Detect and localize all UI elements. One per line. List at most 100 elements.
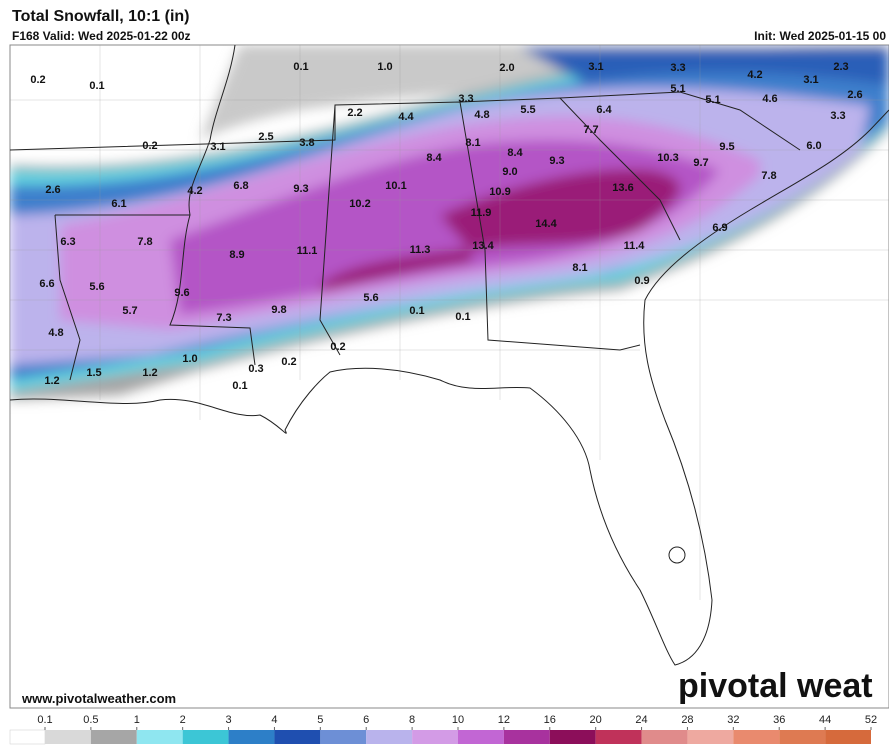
snow-label: 0.9 bbox=[634, 275, 649, 287]
snow-label: 4.6 bbox=[762, 93, 777, 105]
legend-tick-label: 20 bbox=[590, 714, 602, 726]
legend-tick-label: 16 bbox=[544, 714, 556, 726]
snow-label: 8.4 bbox=[426, 152, 442, 164]
legend-swatch bbox=[825, 730, 871, 744]
snow-label: 5.6 bbox=[363, 292, 378, 304]
lake bbox=[668, 546, 686, 564]
legend-tick-label: 0.5 bbox=[83, 714, 98, 726]
legend-tick-label: 32 bbox=[727, 714, 739, 726]
snow-label: 7.8 bbox=[761, 170, 776, 182]
snow-label: 2.0 bbox=[499, 62, 514, 74]
snow-label: 2.6 bbox=[847, 89, 862, 101]
snow-label: 11.1 bbox=[297, 245, 318, 257]
snow-label: 6.4 bbox=[596, 104, 612, 116]
legend-swatch bbox=[412, 730, 458, 744]
snow-label: 8.1 bbox=[465, 137, 480, 149]
snow-label: 13.4 bbox=[472, 240, 494, 252]
snow-label: 2.3 bbox=[833, 61, 848, 73]
snow-label: 3.1 bbox=[210, 141, 225, 153]
legend-tick-label: 52 bbox=[865, 714, 877, 726]
snow-label: 0.2 bbox=[281, 356, 296, 368]
legend-swatch bbox=[595, 730, 642, 744]
snow-label: 7.7 bbox=[583, 124, 598, 136]
snow-label: 0.1 bbox=[293, 61, 308, 73]
snow-label: 13.6 bbox=[612, 182, 633, 194]
website: www.pivotalweather.com bbox=[21, 691, 176, 706]
snow-label: 3.8 bbox=[299, 137, 314, 149]
snow-label: 7.8 bbox=[137, 236, 152, 248]
legend-swatch bbox=[503, 730, 550, 744]
snow-label: 8.4 bbox=[507, 147, 523, 159]
snow-label: 9.5 bbox=[719, 141, 734, 153]
snow-label: 10.2 bbox=[349, 198, 370, 210]
legend-tick-label: 6 bbox=[363, 714, 369, 726]
legend-tick-label: 44 bbox=[819, 714, 831, 726]
subtitle: F168 Valid: Wed 2025-01-22 00z bbox=[12, 29, 191, 43]
legend-tick-label: 12 bbox=[498, 714, 510, 726]
snow-field bbox=[10, 45, 889, 666]
title: Total Snowfall, 10:1 (in) bbox=[12, 8, 190, 25]
snow-label: 10.3 bbox=[657, 152, 678, 164]
legend-tick-label: 3 bbox=[225, 714, 231, 726]
legend-tick-label: 28 bbox=[681, 714, 693, 726]
legend-tick-label: 24 bbox=[635, 714, 647, 726]
map-labels: 0.2 0.1 0.1 1.0 2.0 3.1 3.3 2.3 4.2 3.1 5.1 5.1 4.6 2… bbox=[30, 61, 862, 392]
legend: 0.1 0.5 1 2 3 4 5 6 8 10 12 16 20 24 28 32 36 44 52 bbox=[37, 714, 877, 744]
snow-label: 0.2 bbox=[30, 74, 45, 86]
snow-label: 11.9 bbox=[471, 207, 492, 219]
legend-tick-label: 1 bbox=[134, 714, 140, 726]
legend-swatch bbox=[136, 730, 183, 744]
snow-label: 5.1 bbox=[670, 83, 685, 95]
snow-label: 0.3 bbox=[248, 363, 263, 375]
init-time: Init: Wed 2025-01-15 00 bbox=[754, 29, 886, 43]
snow-label: 11.4 bbox=[624, 240, 646, 252]
snow-label: 9.0 bbox=[502, 166, 517, 178]
legend-swatch bbox=[687, 730, 734, 744]
legend-swatch bbox=[366, 730, 413, 744]
snow-label: 5.7 bbox=[122, 305, 137, 317]
snow-label: 1.0 bbox=[182, 353, 197, 365]
logo: pivotal weat bbox=[678, 667, 873, 705]
snow-label: 4.8 bbox=[474, 109, 489, 121]
legend-tick-label: 5 bbox=[317, 714, 323, 726]
snow-label: 0.1 bbox=[455, 311, 470, 323]
snow-label: 10.1 bbox=[385, 180, 406, 192]
snow-label: 4.2 bbox=[187, 185, 202, 197]
legend-swatch bbox=[549, 730, 596, 744]
snow-label: 14.4 bbox=[535, 218, 557, 230]
legend-tick-label: 8 bbox=[409, 714, 415, 726]
snow-label: 1.2 bbox=[142, 367, 157, 379]
legend-swatch bbox=[733, 730, 780, 744]
legend-swatch bbox=[228, 730, 275, 744]
snow-label: 9.6 bbox=[174, 287, 189, 299]
snow-label: 1.0 bbox=[377, 61, 392, 73]
snow-label: 11.3 bbox=[410, 244, 431, 256]
legend-tick-label: 36 bbox=[773, 714, 785, 726]
legend-swatch bbox=[182, 730, 229, 744]
legend-tick-label: 10 bbox=[452, 714, 464, 726]
snow-label: 4.2 bbox=[747, 69, 762, 81]
snow-label: 2.6 bbox=[45, 184, 60, 196]
legend-tick-label: 2 bbox=[180, 714, 186, 726]
snow-label: 4.4 bbox=[398, 111, 414, 123]
snow-label: 9.3 bbox=[549, 155, 564, 167]
snow-label: 6.0 bbox=[806, 140, 821, 152]
snow-label: 6.3 bbox=[60, 236, 75, 248]
snow-label: 8.9 bbox=[229, 249, 244, 261]
legend-swatch bbox=[274, 730, 321, 744]
snow-label: 3.1 bbox=[588, 61, 603, 73]
legend-swatch bbox=[90, 730, 137, 744]
snow-label: 3.3 bbox=[830, 110, 845, 122]
legend-tick-label: 0.1 bbox=[37, 714, 52, 726]
snow-label: 3.3 bbox=[670, 62, 685, 74]
snow-label: 6.9 bbox=[712, 222, 727, 234]
snow-label: 5.5 bbox=[520, 104, 535, 116]
snow-label: 5.6 bbox=[89, 281, 104, 293]
snow-label: 3.1 bbox=[803, 74, 818, 86]
snow-label: 8.1 bbox=[572, 262, 587, 274]
snow-label: 0.1 bbox=[409, 305, 424, 317]
snow-label: 9.3 bbox=[293, 183, 308, 195]
legend-swatch bbox=[458, 730, 504, 744]
legend-tick-label: 4 bbox=[271, 714, 277, 726]
snow-label: 1.5 bbox=[86, 367, 101, 379]
